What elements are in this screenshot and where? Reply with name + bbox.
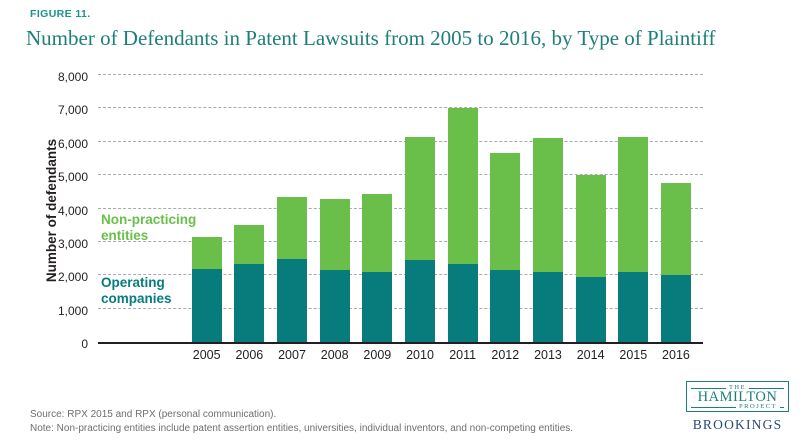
- hamilton-logo-box: THE HAMILTON PROJECT: [686, 381, 789, 412]
- x-tick-label: 2007: [278, 348, 306, 362]
- bar-2010: [405, 136, 435, 342]
- bar-segment-operating: [234, 263, 265, 342]
- gridline-6000: [98, 140, 703, 142]
- gridline-2000: [98, 274, 703, 276]
- x-tick-label: 2006: [235, 348, 264, 362]
- bar-2006: [234, 225, 265, 342]
- x-tick-label: 2016: [662, 348, 690, 362]
- bar-segment-operating: [362, 271, 393, 342]
- bar-2012: [490, 153, 521, 342]
- bar-segment-operating: [191, 268, 222, 342]
- y-tick-label: 3,000: [57, 236, 88, 251]
- y-tick-label: 2,000: [57, 270, 88, 285]
- y-tick-label: 6,000: [57, 136, 88, 151]
- gridline-7000: [98, 107, 703, 109]
- bar-segment-operating: [319, 270, 350, 342]
- x-tick-label: 2011: [449, 348, 477, 362]
- bar-2005: [191, 236, 222, 342]
- bar-segment-non-practicing: [234, 225, 265, 264]
- legend-oc-line1: Operating: [101, 275, 165, 290]
- hamilton-project-logo: THE HAMILTON PROJECT BROOKINGS: [686, 381, 789, 432]
- x-tick-label: 2005: [192, 348, 221, 362]
- bar-segment-operating: [405, 260, 435, 342]
- logo-the-row: THE: [691, 384, 785, 391]
- logo-rule-right: [749, 387, 785, 389]
- x-tick-label: 2015: [619, 348, 648, 362]
- gridline-5000: [98, 174, 703, 176]
- legend-npe-line1: Non-practicing: [101, 212, 197, 227]
- bar-segment-operating: [618, 271, 649, 342]
- gridline-1000: [98, 307, 703, 309]
- bar-segment-non-practicing: [490, 153, 521, 271]
- bar-segment-non-practicing: [532, 138, 563, 272]
- bar-2007: [277, 196, 308, 342]
- y-tick-label: 5,000: [57, 170, 88, 185]
- bar-segment-operating: [447, 263, 478, 342]
- legend-oc-label: Operating companies: [101, 275, 172, 307]
- bar-segment-non-practicing: [405, 136, 435, 261]
- bar-segment-non-practicing: [660, 183, 691, 276]
- logo-rule-long: [691, 406, 737, 408]
- y-tick-label: 8,000: [57, 70, 88, 84]
- gridline-4000: [98, 207, 703, 209]
- bar-segment-non-practicing: [191, 236, 222, 269]
- bar-segment-non-practicing: [319, 198, 350, 271]
- x-axis: 2005 2006 2007 2008 2009 2010 2011 2012 2013 2014…: [98, 348, 703, 364]
- logo-hamilton-text: HAMILTON: [697, 389, 778, 405]
- bar-2016: [660, 183, 691, 342]
- bar-segment-operating: [660, 275, 691, 342]
- source-note: Source: RPX 2015 and RPX (personal commu…: [30, 409, 277, 420]
- gridline-8000: [98, 74, 703, 75]
- bar-segment-operating: [532, 271, 563, 342]
- legend-npe-line2: entities: [101, 228, 149, 243]
- bar-2014: [575, 175, 606, 342]
- bar-segment-non-practicing: [575, 175, 606, 277]
- y-tick-label: 0: [81, 337, 88, 351]
- y-tick-label: 4,000: [57, 203, 88, 218]
- x-tick-label: 2013: [534, 348, 562, 362]
- logo-rule-left: [691, 387, 726, 389]
- y-tick-label: 7,000: [57, 103, 88, 118]
- y-axis: 0 1,000 2,000 3,000 4,000 5,000 6,000 7,000 8,00…: [0, 70, 93, 351]
- page-title: Number of Defendants in Patent Lawsuits …: [26, 26, 716, 50]
- x-tick-label: 2009: [363, 348, 392, 362]
- bar-2008: [319, 198, 350, 342]
- bar-2013: [532, 138, 563, 342]
- gridline-3000: [98, 240, 703, 242]
- bar-2011: [447, 108, 478, 342]
- x-tick-label: 2012: [491, 348, 520, 362]
- brookings-wordmark: BROOKINGS: [692, 417, 783, 432]
- logo-the-text: THE: [728, 384, 747, 391]
- bar-segment-operating: [490, 270, 521, 342]
- legend-npe-label: Non-practicing entities: [101, 212, 196, 244]
- x-tick-label: 2014: [576, 348, 605, 362]
- bar-2015: [618, 136, 649, 342]
- legend-oc-line2: companies: [101, 291, 172, 306]
- bar-segment-non-practicing: [277, 196, 308, 259]
- x-tick-label: 2010: [406, 348, 434, 362]
- bar-segment-operating: [277, 258, 308, 342]
- footnote: Note: Non-practicing entities include pa…: [30, 423, 574, 434]
- bar-segment-non-practicing: [618, 136, 649, 272]
- bar-segment-non-practicing: [362, 193, 393, 272]
- plot-area: Non-practicing entities Operating compan…: [98, 74, 703, 344]
- bar-segment-non-practicing: [447, 108, 478, 264]
- logo-project-row: PROJECT: [691, 403, 784, 410]
- logo-rule-stub: [780, 406, 784, 408]
- logo-project-text: PROJECT: [739, 403, 777, 410]
- x-tick-label: 2008: [320, 348, 349, 362]
- bar-2009: [362, 193, 393, 342]
- bar-segment-operating: [575, 276, 606, 342]
- figure-label: FIGURE 11.: [30, 8, 91, 20]
- y-tick-label: 1,000: [57, 303, 88, 318]
